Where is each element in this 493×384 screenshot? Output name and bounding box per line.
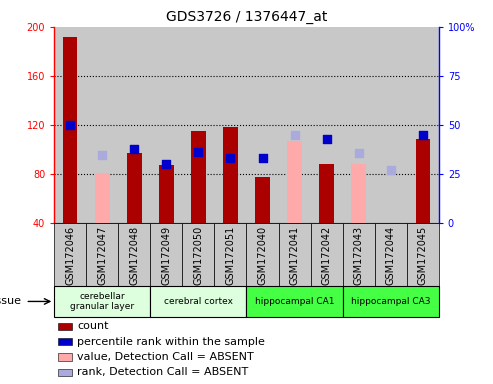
Bar xyxy=(343,223,375,286)
Bar xyxy=(58,369,71,376)
Bar xyxy=(214,223,246,286)
Text: GSM172042: GSM172042 xyxy=(321,226,332,285)
Bar xyxy=(54,27,86,223)
Point xyxy=(290,131,298,138)
Bar xyxy=(54,223,86,286)
Title: GDS3726 / 1376447_at: GDS3726 / 1376447_at xyxy=(166,10,327,25)
Bar xyxy=(246,27,279,223)
Bar xyxy=(63,36,77,223)
Bar xyxy=(246,286,343,317)
Point xyxy=(194,149,202,155)
Bar xyxy=(54,286,150,317)
Text: tissue: tissue xyxy=(0,296,22,306)
Bar xyxy=(127,153,141,223)
Text: cerebellar
granular layer: cerebellar granular layer xyxy=(70,292,135,311)
Point xyxy=(258,155,266,161)
Point xyxy=(322,136,330,142)
Text: hippocampal CA1: hippocampal CA1 xyxy=(255,297,334,306)
Text: value, Detection Call = ABSENT: value, Detection Call = ABSENT xyxy=(77,352,254,362)
Text: GSM172047: GSM172047 xyxy=(97,226,107,285)
Text: count: count xyxy=(77,321,109,331)
Bar xyxy=(86,223,118,286)
Text: GSM172051: GSM172051 xyxy=(225,226,236,285)
Bar xyxy=(223,127,238,223)
Text: GSM172050: GSM172050 xyxy=(193,226,204,285)
Bar xyxy=(279,223,311,286)
Point xyxy=(98,152,106,159)
Point xyxy=(419,131,426,138)
Text: hippocampal CA3: hippocampal CA3 xyxy=(351,297,430,306)
Bar xyxy=(311,223,343,286)
Bar xyxy=(416,139,430,223)
Bar xyxy=(58,338,71,346)
Bar xyxy=(343,27,375,223)
Bar xyxy=(407,223,439,286)
Bar xyxy=(343,286,439,317)
Point xyxy=(354,150,362,156)
Text: GSM172048: GSM172048 xyxy=(129,226,140,285)
Bar xyxy=(159,165,174,223)
Bar xyxy=(118,223,150,286)
Text: GSM172043: GSM172043 xyxy=(353,226,364,285)
Bar xyxy=(86,27,118,223)
Text: percentile rank within the sample: percentile rank within the sample xyxy=(77,337,265,347)
Bar xyxy=(58,323,71,330)
Point xyxy=(387,167,394,173)
Bar xyxy=(279,27,311,223)
Text: GSM172040: GSM172040 xyxy=(257,226,268,285)
Point xyxy=(66,122,74,128)
Bar xyxy=(255,177,270,223)
Bar xyxy=(95,174,109,223)
Point xyxy=(162,161,170,167)
Bar xyxy=(150,223,182,286)
Point xyxy=(130,146,138,152)
Text: GSM172049: GSM172049 xyxy=(161,226,172,285)
Text: GSM172041: GSM172041 xyxy=(289,226,300,285)
Bar xyxy=(375,27,407,223)
Bar xyxy=(319,164,334,223)
Bar xyxy=(352,164,366,223)
Bar xyxy=(150,27,182,223)
Bar xyxy=(182,223,214,286)
Bar xyxy=(214,27,246,223)
Bar xyxy=(407,27,439,223)
Bar xyxy=(58,353,71,361)
Bar xyxy=(150,286,246,317)
Point xyxy=(226,155,234,161)
Bar xyxy=(118,27,150,223)
Bar xyxy=(182,27,214,223)
Bar xyxy=(287,141,302,223)
Text: GSM172045: GSM172045 xyxy=(418,226,428,285)
Text: GSM172046: GSM172046 xyxy=(65,226,75,285)
Text: GSM172044: GSM172044 xyxy=(386,226,396,285)
Bar xyxy=(191,131,206,223)
Bar xyxy=(246,223,279,286)
Bar xyxy=(375,223,407,286)
Text: rank, Detection Call = ABSENT: rank, Detection Call = ABSENT xyxy=(77,367,248,377)
Bar xyxy=(311,27,343,223)
Text: cerebral cortex: cerebral cortex xyxy=(164,297,233,306)
